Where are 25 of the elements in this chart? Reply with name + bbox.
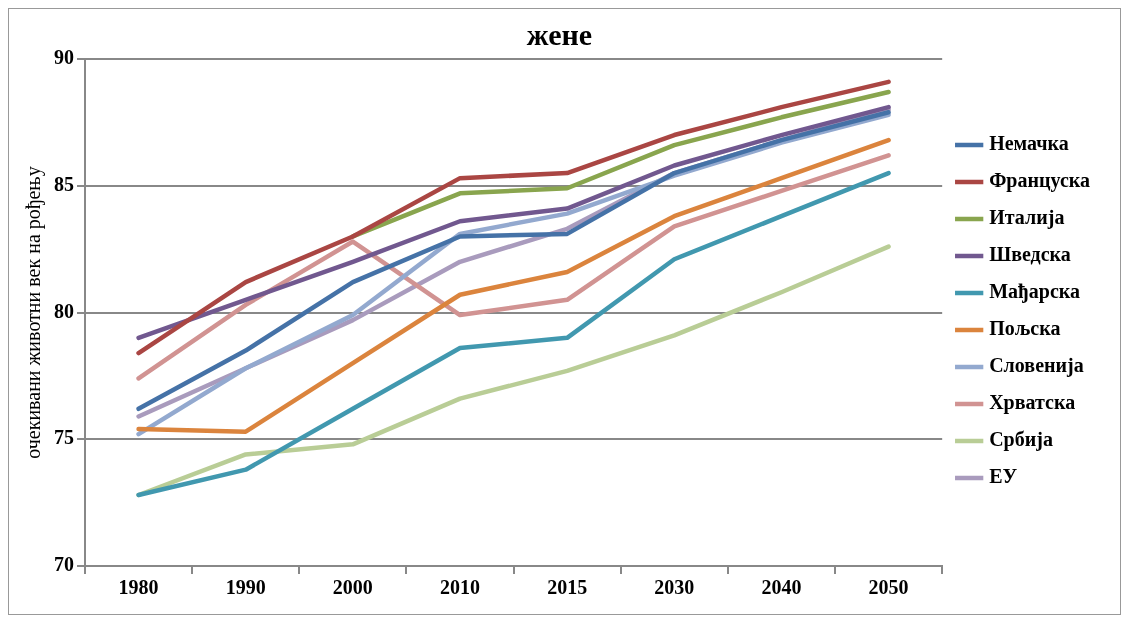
legend-label: Шведска <box>989 243 1071 266</box>
x-tick-label: 2050 <box>868 576 909 599</box>
legend-label: Француска <box>989 169 1091 193</box>
y-tick-label: 90 <box>54 46 74 69</box>
legend-label: Хрватска <box>989 391 1076 415</box>
x-tick-label: 1990 <box>225 576 266 599</box>
legend-label: Словенија <box>989 354 1084 378</box>
y-axis-title: очекивани животни век на рођењу <box>22 166 46 459</box>
x-tick-label: 1980 <box>118 576 159 599</box>
legend-label: ЕУ <box>989 465 1018 488</box>
y-tick-label: 75 <box>54 426 74 449</box>
legend-label: Србија <box>989 428 1053 452</box>
chart-title: жене <box>526 17 593 51</box>
x-tick-label: 2040 <box>761 576 802 599</box>
x-tick-label: 2000 <box>332 576 373 599</box>
y-tick-label: 85 <box>54 172 74 195</box>
x-tick-label: 2015 <box>547 576 588 599</box>
legend-label: Немачка <box>989 132 1069 155</box>
x-tick-label: 2010 <box>440 576 481 599</box>
legend-label: Пољска <box>989 317 1061 340</box>
legend-label: Мађарска <box>989 280 1081 304</box>
legend-label: Италија <box>989 206 1065 230</box>
y-tick-label: 80 <box>54 299 74 322</box>
y-tick-label: 70 <box>54 553 74 576</box>
x-tick-label: 2030 <box>654 576 695 599</box>
